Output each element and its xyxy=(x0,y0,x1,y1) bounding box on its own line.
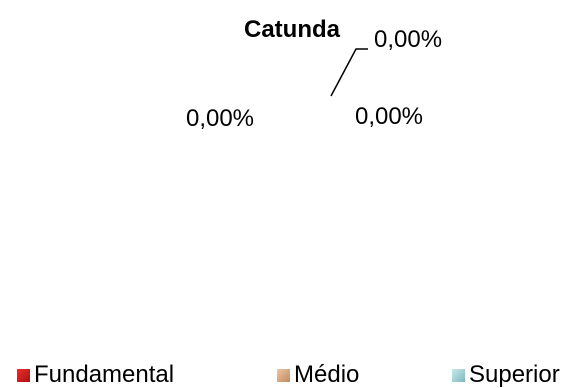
legend-swatch-superior xyxy=(452,369,465,382)
legend-item-medio: Médio xyxy=(277,361,359,388)
data-label-superior: 0,00% xyxy=(355,103,423,130)
data-label-medio: 0,00% xyxy=(186,105,254,132)
legend-item-superior: Superior xyxy=(452,361,560,388)
legend-label-medio: Médio xyxy=(294,361,359,388)
leader-line xyxy=(330,48,368,97)
data-label-fundamental: 0,00% xyxy=(374,26,442,53)
chart-title: Catunda xyxy=(244,16,341,43)
legend-item-fundamental: Fundamental xyxy=(17,361,174,388)
legend-swatch-fundamental xyxy=(17,369,30,382)
legend-label-fundamental: Fundamental xyxy=(34,361,174,388)
legend: Fundamental Médio Superior xyxy=(17,361,560,388)
legend-swatch-medio xyxy=(277,369,290,382)
legend-label-superior: Superior xyxy=(469,361,560,388)
